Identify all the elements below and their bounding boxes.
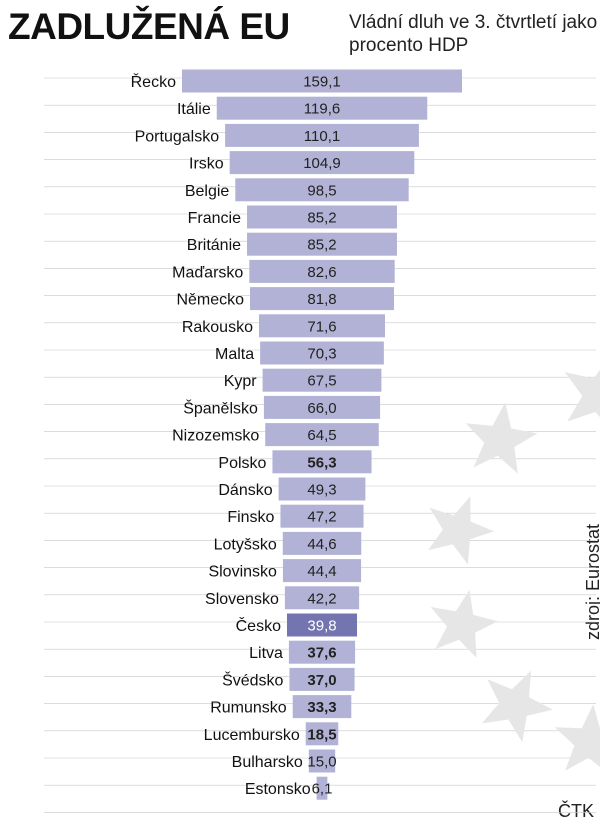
- category-label: Polsko: [218, 455, 266, 472]
- value-label: 37,6: [307, 645, 336, 662]
- value-label: 42,2: [307, 590, 336, 607]
- bar: [263, 395, 381, 419]
- agency-credit: ČTK: [558, 801, 594, 821]
- bar: [282, 559, 362, 583]
- value-label: 49,3: [307, 482, 336, 499]
- star-icon: [564, 369, 600, 422]
- value-label: 37,0: [307, 672, 336, 689]
- value-label: 82,6: [307, 264, 336, 281]
- category-label: Rakousko: [182, 319, 253, 336]
- bar: [235, 178, 409, 202]
- bar: [216, 96, 428, 120]
- bar: [278, 477, 366, 501]
- category-label: Maďarsko: [172, 264, 243, 281]
- bars: Řecko 159,1 Itálie 119,6 Portugalsko 110,1 Irs…: [131, 69, 463, 800]
- category-label: Irsko: [189, 156, 224, 173]
- bar: [282, 531, 362, 555]
- chart-title: ZADLUŽENÁ EU: [8, 6, 290, 47]
- value-label: 47,2: [307, 509, 336, 526]
- value-label: 119,6: [304, 101, 340, 118]
- category-label: Dánsko: [218, 482, 272, 499]
- bar: [247, 205, 397, 229]
- bar: [249, 259, 395, 283]
- category-label: Estonsko: [245, 781, 311, 798]
- category-label: Bulharsko: [232, 754, 303, 771]
- star-icon: [555, 704, 600, 771]
- value-label: 81,8: [307, 291, 336, 308]
- category-label: Litva: [249, 645, 283, 662]
- bar: [288, 640, 356, 664]
- value-label: 71,6: [307, 318, 336, 335]
- category-label: Rumunsko: [210, 700, 287, 717]
- value-label: 56,3: [307, 454, 336, 471]
- bar: [262, 368, 382, 392]
- value-label: 64,5: [307, 427, 336, 444]
- category-label: Slovensko: [205, 591, 279, 608]
- value-label: 15,0: [307, 754, 336, 771]
- category-label: Británie: [187, 237, 241, 254]
- category-label: Švédsko: [222, 670, 283, 689]
- value-label: 18,5: [307, 726, 336, 743]
- star-icon: [430, 589, 498, 658]
- category-label: Malta: [215, 346, 254, 363]
- category-label: Česko: [236, 616, 281, 635]
- value-label: 39,8: [307, 618, 336, 635]
- category-label: Francie: [188, 210, 241, 227]
- star-icon: [465, 402, 538, 474]
- category-label: Řecko: [131, 72, 176, 91]
- category-label: Lucembursko: [204, 727, 300, 744]
- bar: [247, 232, 397, 256]
- decorative-stars: [428, 369, 600, 771]
- star-icon: [428, 496, 494, 565]
- bar: [265, 423, 379, 447]
- bar: [292, 695, 352, 719]
- category-label: Lotyšsko: [214, 536, 277, 553]
- bar: [316, 776, 328, 800]
- category-label: Itálie: [177, 101, 211, 118]
- bar: [258, 314, 386, 338]
- bar: [308, 749, 336, 773]
- bar: [272, 450, 372, 474]
- bar: [260, 341, 384, 365]
- category-label: Finsko: [227, 509, 274, 526]
- value-label: 66,0: [307, 400, 336, 417]
- category-label: Německo: [176, 292, 244, 309]
- value-label: 85,2: [307, 210, 336, 227]
- category-label: Španělsko: [183, 398, 258, 417]
- category-label: Kypr: [224, 373, 258, 390]
- category-label: Nizozemsko: [172, 428, 259, 445]
- bar: [305, 722, 339, 746]
- value-label: 85,2: [307, 237, 336, 254]
- bar: [250, 287, 394, 311]
- value-label: 110,1: [304, 128, 340, 145]
- bar: [286, 613, 358, 637]
- value-label: 67,5: [307, 373, 336, 390]
- category-label: Slovinsko: [208, 564, 277, 581]
- category-label: Portugalsko: [135, 128, 220, 145]
- value-label: 44,4: [307, 563, 336, 580]
- category-label: Belgie: [185, 183, 230, 200]
- value-label: 159,1: [303, 74, 341, 91]
- chart-subtitle: Vládní dluh ve 3. čtvrtletí jako procent…: [349, 12, 598, 56]
- star-icon: [481, 670, 553, 743]
- value-label: 6,1: [312, 781, 333, 798]
- bar: [229, 151, 415, 175]
- bar: [280, 504, 364, 528]
- bar: [289, 667, 355, 691]
- bar: [181, 69, 463, 93]
- bar: [284, 586, 360, 610]
- value-label: 70,3: [307, 346, 336, 363]
- bar: [225, 123, 419, 147]
- value-label: 44,6: [307, 536, 336, 553]
- value-label: 98,5: [307, 182, 336, 199]
- value-label: 33,3: [307, 699, 336, 716]
- value-label: 104,9: [303, 155, 341, 172]
